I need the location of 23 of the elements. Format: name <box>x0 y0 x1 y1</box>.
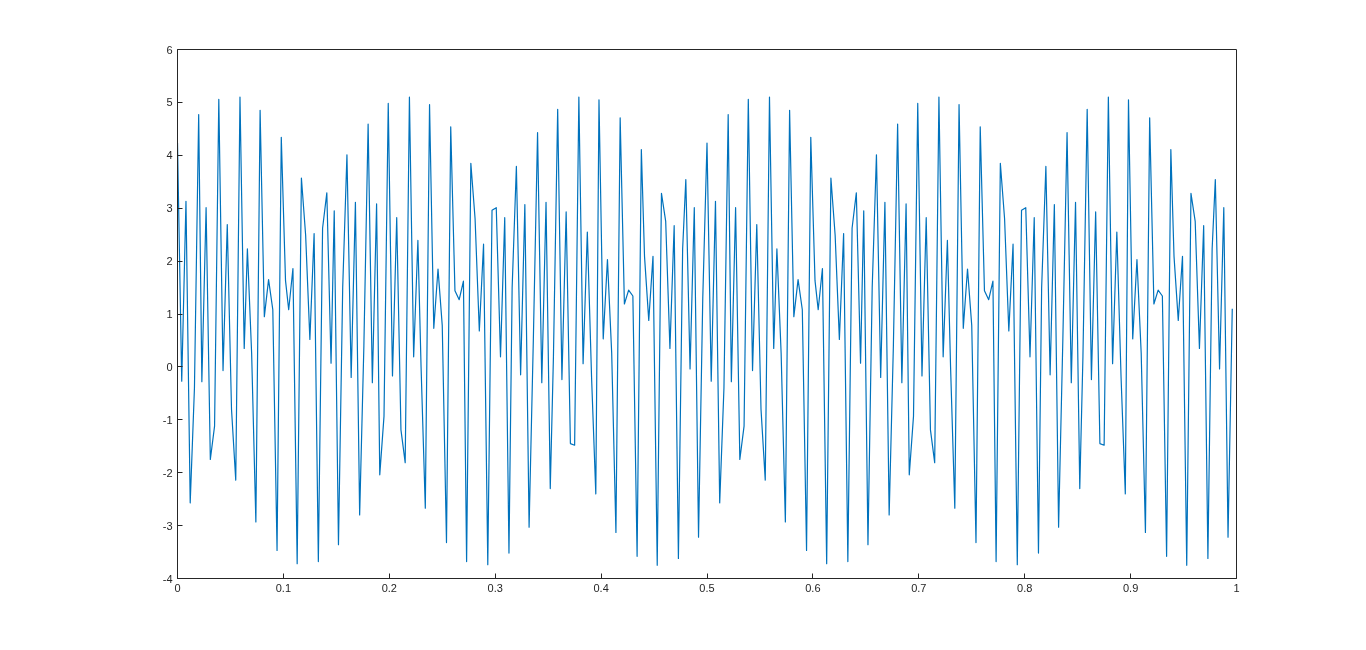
line-series <box>177 96 1233 566</box>
x-tick-label: 1 <box>1233 581 1240 594</box>
x-tick-label: 0 <box>174 581 181 594</box>
x-tick-label: 0.5 <box>699 581 715 594</box>
x-tick-label: 0.1 <box>275 581 292 594</box>
y-tick-label: 4 <box>166 149 173 162</box>
y-tick-label: 6 <box>166 43 173 56</box>
y-tick-label: 0 <box>166 360 173 373</box>
y-tick-label: -1 <box>162 413 173 426</box>
y-tick-label: 3 <box>166 202 173 215</box>
x-tick-label: 0.8 <box>1017 581 1033 594</box>
y-tick-label: 5 <box>166 96 173 109</box>
x-tick-label: 0.7 <box>911 581 927 594</box>
y-tick-label: -3 <box>162 519 173 532</box>
x-tick-label: 0.6 <box>805 581 821 594</box>
y-tick-label: 2 <box>166 255 173 268</box>
x-tick-label: 0.9 <box>1122 581 1139 594</box>
x-tick-label: 0.3 <box>487 581 503 594</box>
y-tick-label: 1 <box>166 308 173 320</box>
y-tick-label: -4 <box>162 572 173 585</box>
x-tick-label: 0.2 <box>381 581 397 594</box>
x-tick-label: 0.4 <box>593 581 609 594</box>
y-tick-label: -2 <box>162 466 173 479</box>
